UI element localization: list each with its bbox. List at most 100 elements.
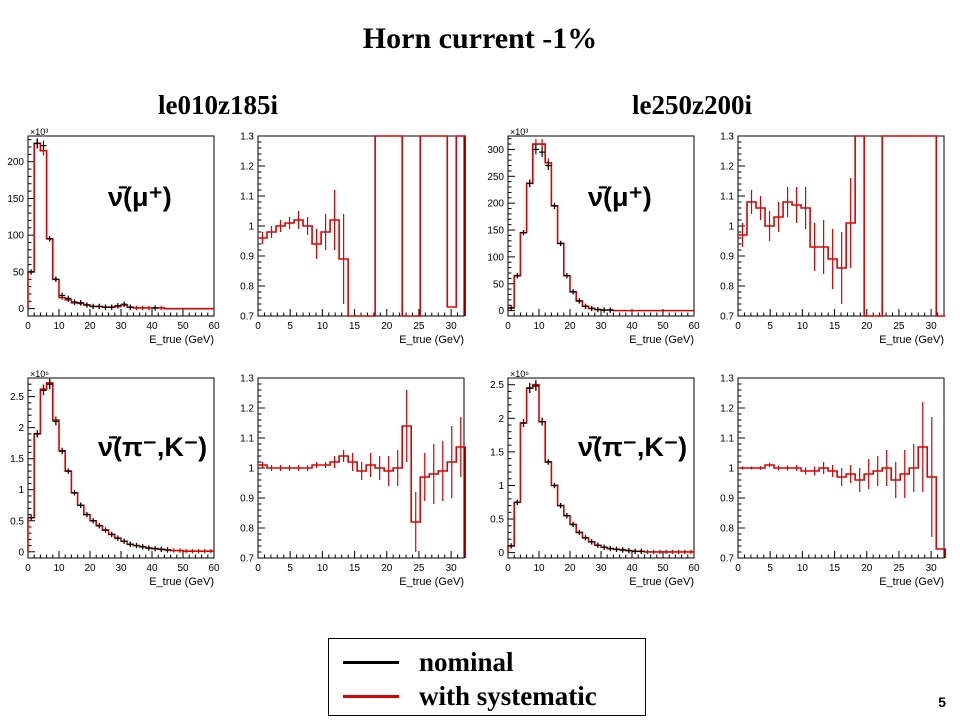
- chart-le010-pik-spectrum: 0 10 20 30 40 50 60 0 0.5 1 1.5 2 2.5 ×10⁶ E_true (GeV…: [10, 369, 220, 588]
- y-tick-label: 50: [493, 279, 505, 290]
- y-tick-label: 0.9: [240, 252, 254, 263]
- y-tick-label: 2: [18, 423, 24, 434]
- x-tick-label: 40: [626, 321, 638, 332]
- y-tick-label: 1: [248, 464, 254, 475]
- y-tick-label: 0.9: [720, 252, 734, 263]
- x-tick-label: 5: [287, 321, 293, 332]
- x-tick-label: 50: [177, 563, 189, 574]
- x-tick-label: 20: [861, 563, 873, 574]
- x-tick-label: 30: [115, 563, 127, 574]
- y-tick-label: 1.3: [720, 374, 734, 385]
- x-tick-label: 10: [317, 563, 329, 574]
- chart-le250-pik-spectrum: 0 10 20 30 40 50 60 0 0.5 1 1.5 2 2.5 ×10⁶ E_true (GeV…: [490, 369, 700, 588]
- y-tick-label: 0.8: [240, 524, 254, 535]
- chart-le010-pik-ratio: 0 5 10 15 20 25 30 0.7 0.8 0.9 1 1.1 1.2 1.3 E_true (G…: [240, 374, 467, 588]
- panel-le250-mu-ratio: 0 5 10 15 20 25 30 0.7 0.8 0.9 1 1.1 1.2 1.3 E_true (G…: [710, 124, 960, 356]
- x-tick-label: 30: [595, 563, 607, 574]
- y-tick-label: 0.7: [720, 554, 734, 565]
- x-tick-label: 0: [25, 321, 31, 332]
- plot-frame: [507, 135, 695, 317]
- panel-le010-pik-spectrum: 0 10 20 30 40 50 60 0 0.5 1 1.5 2 2.5 ×10⁶ E_true (GeV…: [0, 366, 230, 598]
- x-tick-label: 0: [255, 563, 261, 574]
- y-tick-label: 1.5: [10, 454, 24, 465]
- x-tick-label: 0: [505, 563, 511, 574]
- particle-annotation: ν̄(π⁻,K⁻): [578, 432, 687, 462]
- y-tick-label: 250: [487, 172, 504, 183]
- x-tick-label: 5: [287, 563, 293, 574]
- legend-item-systematic: with systematic: [343, 681, 597, 711]
- x-tick-label: 60: [688, 321, 700, 332]
- y-tick-label: 0.8: [720, 282, 734, 293]
- x-tick-label: 25: [893, 563, 905, 574]
- y-tick-label: 0.7: [240, 554, 254, 565]
- x-tick-label: 25: [413, 321, 425, 332]
- x-tick-label: 20: [84, 321, 96, 332]
- chart-le010-mu-ratio: 0 5 10 15 20 25 30 0.7 0.8 0.9 1 1.1 1.2 1.3 E_true (G…: [240, 132, 467, 346]
- y-tick-label: 100: [7, 231, 24, 242]
- x-tick-label: 10: [797, 321, 809, 332]
- x-axis-label: E_true (GeV): [399, 576, 464, 588]
- systematic-histogram: [27, 382, 214, 552]
- ratio-histogram: [738, 135, 946, 317]
- x-tick-label: 0: [735, 563, 741, 574]
- x-tick-label: 20: [84, 563, 96, 574]
- x-tick-label: 15: [349, 563, 361, 574]
- legend-label-systematic: with systematic: [419, 680, 597, 711]
- x-tick-label: 10: [533, 563, 545, 574]
- x-axis-label: E_true (GeV): [149, 576, 214, 588]
- y-tick-label: 0: [498, 306, 504, 317]
- y-tick-label: 1.2: [720, 162, 734, 173]
- x-axis-label: E_true (GeV): [629, 334, 694, 346]
- x-axis-label: E_true (GeV): [629, 576, 694, 588]
- plot-frame: [257, 135, 465, 317]
- y-tick-label: 1.3: [240, 374, 254, 385]
- systematic-histogram: [27, 142, 214, 310]
- x-tick-label: 20: [381, 321, 393, 332]
- y-tick-label: 200: [487, 199, 504, 210]
- plot-frame: [507, 377, 695, 559]
- y-tick-label: 0: [498, 548, 504, 559]
- y-tick-label: 0: [18, 304, 24, 315]
- y-tick-label: 2: [498, 414, 504, 425]
- chart-le250-mu-spectrum: 0 10 20 30 40 50 60 0 50 100 150 200 250 300 ×10³ E_tru…: [487, 127, 700, 346]
- legend-swatch-nominal: [343, 660, 399, 664]
- ratio-histogram: [258, 425, 467, 558]
- left-column-title: le010z185i: [158, 90, 278, 120]
- panel-le010-pik-ratio: 0 5 10 15 20 25 30 0.7 0.8 0.9 1 1.1 1.2 1.3 E_true (G…: [230, 366, 480, 598]
- x-tick-label: 10: [533, 321, 545, 332]
- x-tick-label: 30: [595, 321, 607, 332]
- plot-frame: [27, 377, 215, 559]
- y-tick-label: 200: [7, 157, 24, 168]
- y-exponent-label: ×10⁶: [510, 369, 529, 379]
- y-tick-label: 1: [498, 481, 504, 492]
- x-tick-label: 20: [564, 563, 576, 574]
- right-column-title: le250z200i: [632, 90, 752, 120]
- panel-le010-mu-spectrum: 0 10 20 30 40 50 60 0 50 100 150 200 ×10³ E_true (GeV…: [0, 124, 230, 356]
- legend-swatch-systematic: [343, 694, 399, 698]
- x-tick-label: 50: [657, 321, 669, 332]
- x-tick-label: 20: [564, 321, 576, 332]
- y-tick-label: 2.5: [10, 392, 24, 403]
- x-tick-label: 20: [381, 563, 393, 574]
- y-exponent-label: ×10³: [510, 127, 528, 137]
- x-tick-label: 15: [349, 321, 361, 332]
- y-tick-label: 1.5: [490, 447, 504, 458]
- y-tick-label: 300: [487, 145, 504, 156]
- particle-annotation: ν̄(π⁻,K⁻): [98, 432, 207, 462]
- y-tick-label: 0.8: [240, 282, 254, 293]
- y-tick-label: 0.5: [10, 516, 24, 527]
- x-tick-label: 30: [926, 321, 938, 332]
- systematic-histogram: [507, 143, 694, 312]
- panel-le250-mu-spectrum: 0 10 20 30 40 50 60 0 50 100 150 200 250 300 ×10³ E_tru…: [480, 124, 710, 356]
- panel-le250-pik-spectrum: 0 10 20 30 40 50 60 0 0.5 1 1.5 2 2.5 ×10⁶ E_true (GeV…: [480, 366, 710, 598]
- y-exponent-label: ×10³: [30, 127, 48, 137]
- y-tick-label: 2.5: [490, 380, 504, 391]
- chart-le010-mu-spectrum: 0 10 20 30 40 50 60 0 50 100 150 200 ×10³ E_true (GeV…: [7, 127, 220, 346]
- chart-le250-pik-ratio: 0 5 10 15 20 25 30 0.7 0.8 0.9 1 1.1 1.2 1.3 E_true (G…: [720, 374, 947, 588]
- x-tick-label: 30: [926, 563, 938, 574]
- y-tick-label: 1.3: [720, 132, 734, 143]
- x-tick-label: 15: [829, 321, 841, 332]
- x-tick-label: 30: [446, 321, 458, 332]
- y-tick-label: 1: [18, 485, 24, 496]
- y-tick-label: 0.5: [490, 515, 504, 526]
